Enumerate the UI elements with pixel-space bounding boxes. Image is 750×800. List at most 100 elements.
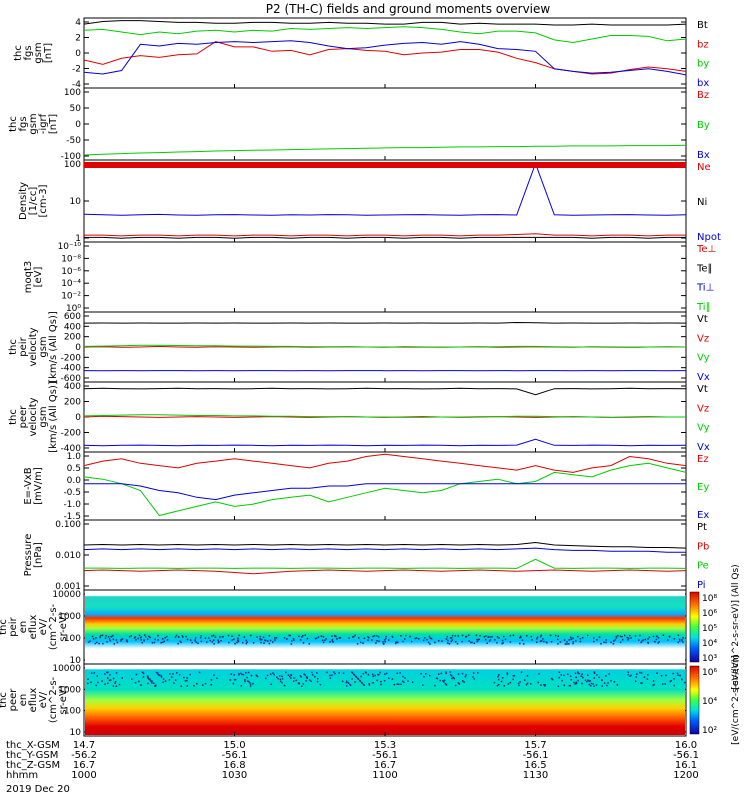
spectrogram-speckle bbox=[588, 683, 591, 686]
spectrogram-speckle bbox=[244, 679, 246, 681]
spectrogram bbox=[85, 665, 685, 735]
spectrogram-speckle bbox=[317, 636, 320, 638]
spectrogram-speckle bbox=[250, 674, 253, 677]
panel-9: thc peer en eflux eV/(cm^2-s-sr-eV) 10000 1000… bbox=[0, 655, 741, 745]
spectrogram-speckle bbox=[443, 679, 446, 682]
spectrogram-speckle bbox=[121, 677, 124, 679]
spectrogram-speckle bbox=[396, 672, 399, 674]
y-label-line: [mV/m] bbox=[33, 467, 44, 505]
spectrogram-speckle bbox=[164, 680, 167, 682]
spectrogram-speckle bbox=[522, 643, 525, 645]
spectrogram-speckle bbox=[217, 641, 220, 644]
spectrogram-speckle bbox=[593, 640, 595, 643]
spectrogram-speckle bbox=[114, 682, 116, 684]
spectrogram-speckle bbox=[476, 640, 479, 643]
spectrogram-speckle bbox=[506, 672, 509, 674]
spectrogram-speckle bbox=[578, 672, 580, 675]
spectrogram-speckle bbox=[168, 673, 171, 675]
y-label-line: Pressure bbox=[23, 534, 34, 577]
spectrogram-speckle bbox=[218, 641, 220, 643]
spectrogram-speckle bbox=[233, 638, 235, 641]
spectrogram-speckle bbox=[345, 685, 348, 687]
spectrogram-speckle bbox=[615, 635, 618, 638]
series-line-Vt bbox=[83, 387, 687, 396]
spectrogram-speckle bbox=[149, 678, 151, 680]
spectrogram-speckle bbox=[652, 684, 654, 687]
y-tick-label: -400 bbox=[61, 364, 82, 374]
spectrogram-speckle bbox=[570, 636, 572, 639]
spectrogram-speckle bbox=[234, 678, 237, 681]
spectrogram-speckle bbox=[256, 636, 258, 638]
spectrogram-speckle bbox=[409, 635, 411, 638]
y-label-line: fgs bbox=[23, 45, 34, 60]
legend-Ti∥: Ti∥ bbox=[696, 302, 711, 313]
spectrogram-speckle bbox=[91, 635, 94, 638]
spectrogram-speckle bbox=[303, 673, 305, 675]
spectrogram-speckle bbox=[443, 681, 445, 683]
y-label-line: moqt3 bbox=[23, 261, 34, 294]
spectrogram-speckle bbox=[454, 640, 457, 643]
spectrogram-speckle bbox=[530, 635, 533, 638]
spectrogram-speckle bbox=[355, 676, 358, 678]
spectrogram-speckle bbox=[151, 641, 154, 644]
spectrogram-speckle bbox=[131, 678, 133, 680]
spectrogram-speckle bbox=[501, 642, 503, 645]
spectrogram-speckle bbox=[601, 685, 603, 687]
spectrogram-speckle bbox=[92, 638, 95, 640]
y-label-line: sr-eV) bbox=[58, 685, 69, 714]
spectrogram-speckle bbox=[150, 680, 153, 683]
spectrogram-speckle bbox=[356, 643, 359, 645]
spectrogram-speckle bbox=[673, 678, 675, 680]
spectrogram-speckle bbox=[617, 634, 619, 637]
legend-Pi: Pi bbox=[697, 580, 706, 591]
spectrogram-speckle bbox=[149, 636, 151, 639]
series-line-Ez bbox=[83, 453, 687, 473]
spectrogram-speckle bbox=[575, 682, 577, 685]
spectrogram-speckle bbox=[209, 639, 211, 642]
panel-1: thc fgs gsm -igrf [nT] 100 50 0 -50 -100 Bz By Bx bbox=[8, 87, 710, 162]
spectrogram-speckle bbox=[244, 680, 246, 683]
y-tick-label: 10⁻⁶ bbox=[61, 267, 81, 277]
spectrogram-speckle bbox=[683, 681, 686, 684]
spectrogram-speckle bbox=[512, 675, 515, 677]
spectrogram-speckle bbox=[452, 676, 454, 679]
x-tick-label: 1000 bbox=[71, 770, 96, 781]
spectrogram-speckle bbox=[304, 674, 306, 676]
spectrogram-speckle bbox=[357, 637, 360, 639]
legend-Pb: Pb bbox=[697, 541, 709, 552]
spectrogram-speckle bbox=[206, 641, 208, 643]
spectrogram-speckle bbox=[538, 673, 540, 675]
x-tick-label: 1130 bbox=[523, 770, 548, 781]
spectrogram-speckle bbox=[155, 684, 157, 687]
spectrogram-speckle bbox=[382, 643, 385, 645]
spectrogram-speckle bbox=[310, 680, 312, 682]
spectrogram-speckle bbox=[248, 681, 251, 684]
spectrogram-speckle bbox=[161, 638, 164, 640]
spectrogram-speckle bbox=[107, 636, 110, 638]
spectrogram-speckle bbox=[529, 683, 532, 685]
spectrogram-speckle bbox=[509, 634, 512, 637]
spectrogram-speckle bbox=[574, 683, 576, 685]
spectrogram-speckle bbox=[449, 637, 452, 639]
spectrogram-speckle bbox=[262, 636, 265, 639]
spectrogram-speckle bbox=[420, 672, 422, 675]
y-label-line: sr-eV) bbox=[58, 612, 69, 641]
spectrogram-speckle bbox=[290, 674, 293, 677]
spectrogram-speckle bbox=[570, 638, 572, 641]
spectrogram-speckle bbox=[613, 639, 615, 642]
spectrogram-speckle bbox=[458, 683, 461, 685]
spectrogram-speckle bbox=[290, 643, 293, 645]
legend-by: by bbox=[697, 59, 709, 70]
spectrogram-speckle bbox=[338, 637, 341, 639]
spectrogram-speckle bbox=[666, 639, 669, 641]
spectrogram-speckle bbox=[101, 680, 103, 682]
spectrogram-speckle bbox=[276, 676, 278, 679]
spectrogram-speckle bbox=[411, 681, 414, 683]
legend-Ti⊥: Ti⊥ bbox=[696, 283, 714, 294]
spectrogram-speckle bbox=[664, 683, 666, 685]
y-tick-label: 10⁻⁸ bbox=[61, 254, 81, 264]
date-label: 2019 Dec 20 bbox=[6, 784, 70, 795]
spectrogram-speckle bbox=[655, 635, 658, 637]
spectrogram-speckle bbox=[172, 673, 174, 675]
spectrogram-speckle bbox=[151, 682, 153, 684]
